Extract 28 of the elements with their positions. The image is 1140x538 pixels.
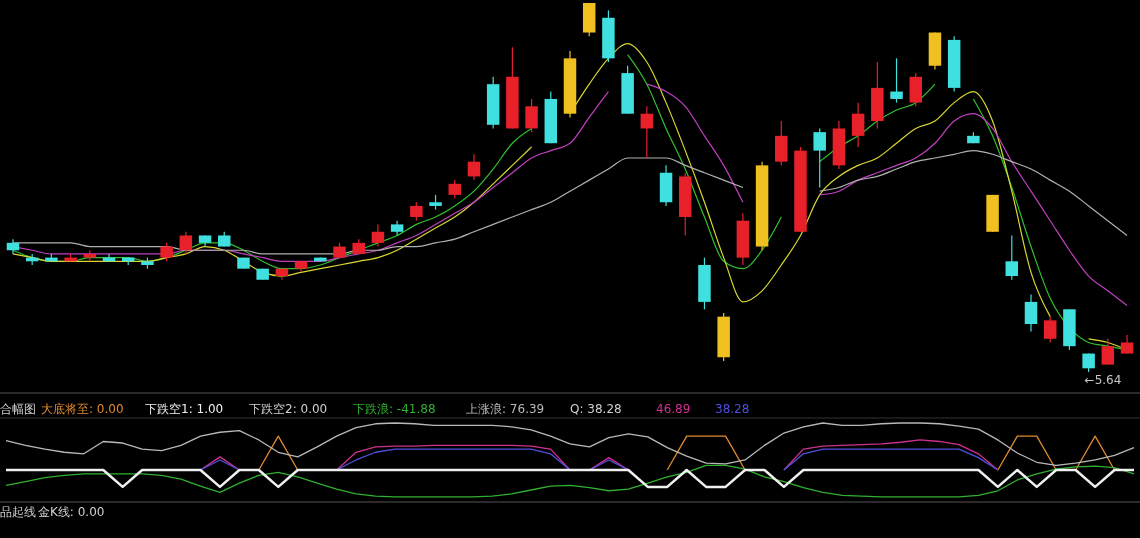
candlestick <box>1043 316 1057 344</box>
text: ←5.64 <box>1084 373 1122 387</box>
candlestick <box>467 153 481 181</box>
series-label: 上涨浪: 76.39 <box>466 402 545 416</box>
text: 38.28 <box>715 402 750 416</box>
candlestick <box>525 98 538 133</box>
text: 下跌浪: -41.88 <box>353 402 436 416</box>
candlestick <box>1101 338 1115 366</box>
candlestick <box>813 127 826 189</box>
candlestick <box>410 201 423 222</box>
text: 品起线 <box>0 505 36 519</box>
text: 下跌空2: 0.00 <box>249 402 328 416</box>
candlestick <box>448 179 461 200</box>
text: Q: 38.28 <box>570 402 622 416</box>
candlestick <box>640 105 654 159</box>
text: 下跌空1: 1.00 <box>145 402 224 416</box>
candlestick <box>1005 234 1019 281</box>
candlestick <box>1120 334 1134 355</box>
candlestick <box>371 223 385 248</box>
text: 大底将至: 0.00 <box>41 402 124 416</box>
candlestick <box>160 242 173 262</box>
candlestick <box>179 231 193 255</box>
text: 46.89 <box>656 402 691 416</box>
text: 合幅图 <box>0 402 36 416</box>
text: 金K线: 0.00 <box>38 505 105 519</box>
candlestick <box>1024 293 1038 333</box>
candlestick <box>890 57 903 104</box>
candlestick <box>851 102 865 148</box>
